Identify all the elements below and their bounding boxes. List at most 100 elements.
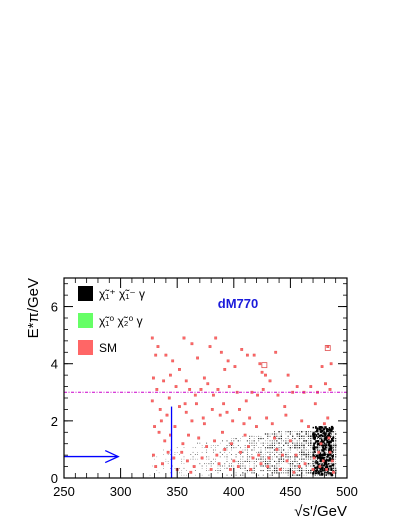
signal-point xyxy=(242,458,244,460)
signal-point xyxy=(316,456,319,459)
sm-point xyxy=(171,359,175,363)
signal-point xyxy=(289,431,292,433)
signal-point xyxy=(303,438,305,440)
signal-point xyxy=(335,463,337,465)
signal-point xyxy=(305,467,307,469)
signal-point xyxy=(316,429,319,432)
signal-point xyxy=(325,456,328,458)
sm-point xyxy=(210,408,214,411)
signal-point xyxy=(287,467,289,469)
sm-point xyxy=(233,365,237,368)
signal-point xyxy=(224,463,226,465)
signal-point xyxy=(313,471,315,473)
signal-point xyxy=(324,453,327,456)
signal-point xyxy=(296,435,298,437)
sm-point xyxy=(236,465,240,468)
signal-point xyxy=(210,463,212,465)
signal-point xyxy=(314,435,316,437)
signal-point xyxy=(310,456,312,458)
signal-point xyxy=(287,435,289,437)
signal-point xyxy=(335,437,337,440)
signal-point xyxy=(301,472,303,474)
signal-point xyxy=(318,426,321,429)
signal-point xyxy=(312,433,314,435)
signal-point xyxy=(253,440,255,442)
signal-point xyxy=(174,451,176,453)
signal-point xyxy=(195,474,196,476)
signal-point xyxy=(303,461,305,462)
x-tick-label: 300 xyxy=(110,484,132,499)
sm-point xyxy=(273,436,276,440)
signal-point xyxy=(333,474,334,476)
sm-point xyxy=(230,442,233,446)
signal-point xyxy=(190,458,192,460)
signal-point xyxy=(303,451,305,453)
signal-point xyxy=(242,461,244,462)
signal-point xyxy=(319,431,321,433)
signal-point xyxy=(217,467,219,469)
signal-point xyxy=(258,435,260,437)
signal-point xyxy=(253,472,255,474)
signal-point xyxy=(208,470,210,471)
sm-point xyxy=(248,416,252,420)
signal-point xyxy=(324,442,326,445)
sm-point xyxy=(190,342,194,346)
signal-point xyxy=(321,438,323,439)
signal-point xyxy=(228,442,230,444)
signal-point xyxy=(305,452,307,453)
signal-point xyxy=(332,440,335,442)
signal-point xyxy=(307,435,310,437)
signal-point xyxy=(331,452,334,454)
signal-point xyxy=(256,442,257,444)
signal-point xyxy=(325,444,328,447)
signal-point xyxy=(251,454,253,455)
signal-point xyxy=(287,449,289,451)
signal-point xyxy=(170,454,171,455)
sm-point xyxy=(197,436,201,440)
x-tick-label: 350 xyxy=(166,484,188,499)
signal-point xyxy=(242,456,244,458)
signal-point xyxy=(290,458,291,460)
signal-point xyxy=(251,435,253,437)
signal-point xyxy=(231,444,233,446)
signal-point xyxy=(321,429,324,432)
signal-point xyxy=(298,447,301,449)
signal-point xyxy=(260,451,262,453)
signal-point xyxy=(328,470,330,472)
signal-point xyxy=(303,453,305,456)
signal-point xyxy=(307,442,310,444)
signal-point xyxy=(246,440,248,442)
signal-point xyxy=(271,474,273,476)
signal-point xyxy=(240,438,241,439)
signal-point xyxy=(280,458,283,460)
sm-point xyxy=(320,365,324,368)
signal-point xyxy=(313,447,316,449)
signal-point xyxy=(332,435,334,437)
signal-point xyxy=(183,474,185,476)
signal-point xyxy=(335,440,337,442)
signal-point xyxy=(303,442,305,444)
sm-point xyxy=(257,453,261,457)
sm-point xyxy=(192,465,196,468)
signal-point xyxy=(274,454,276,456)
signal-point xyxy=(274,447,275,449)
sm-point xyxy=(223,368,227,371)
signal-point xyxy=(310,438,312,440)
signal-point xyxy=(321,451,323,453)
signal-point xyxy=(235,472,237,474)
signal-point xyxy=(273,460,276,462)
signal-point xyxy=(294,444,296,447)
signal-point xyxy=(314,430,317,433)
signal-point xyxy=(201,474,203,476)
signal-point xyxy=(278,465,280,467)
signal-point xyxy=(278,445,280,446)
signal-point xyxy=(265,442,266,444)
signal-point xyxy=(222,454,223,455)
signal-point xyxy=(321,449,324,452)
sm-point xyxy=(303,462,307,466)
signal-point xyxy=(244,447,246,449)
sm-point xyxy=(190,419,194,423)
signal-point xyxy=(298,463,301,465)
signal-point xyxy=(260,458,262,460)
sm-point xyxy=(201,416,205,420)
